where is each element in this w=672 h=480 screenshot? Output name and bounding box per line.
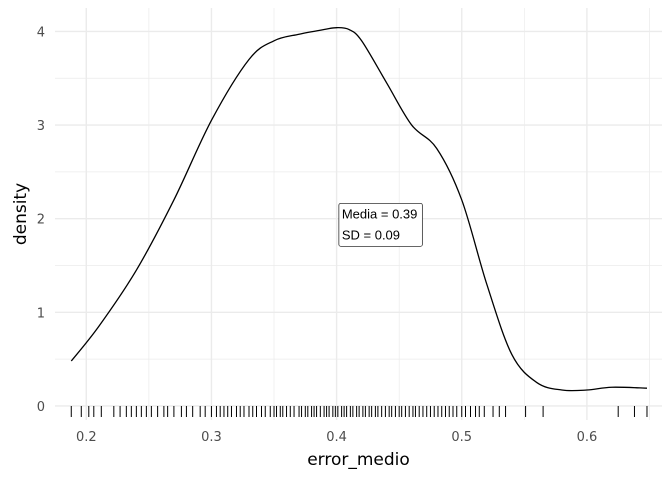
y-tick-label: 3 — [37, 119, 45, 134]
density-curve — [70, 26, 647, 392]
y-tick-label: 2 — [37, 213, 45, 228]
annotation-box — [338, 202, 423, 247]
y-axis-tick-labels: 0 1 2 3 4 — [37, 25, 45, 415]
x-tick-label: 0.2 — [76, 430, 97, 445]
minor-gridlines — [55, 8, 662, 420]
x-tick-label: 0.6 — [577, 430, 598, 445]
annotation-mean-label: Media = 0.39 — [342, 206, 418, 221]
y-tick-label: 4 — [37, 25, 45, 40]
y-tick-label: 1 — [37, 306, 45, 321]
y-axis-title: density — [11, 183, 31, 245]
annotation-sd-label: SD = 0.09 — [342, 227, 400, 242]
y-tick-label: 0 — [37, 400, 45, 415]
x-tick-label: 0.5 — [451, 430, 472, 445]
x-tick-label: 0.3 — [201, 430, 222, 445]
stats-annotation: Media = 0.39 SD = 0.09 — [338, 202, 423, 247]
x-tick-label: 0.4 — [326, 430, 347, 445]
rug-marks — [70, 406, 648, 417]
x-axis-tick-labels: 0.2 0.3 0.4 0.5 0.6 — [76, 430, 597, 445]
x-axis-title: error_medio — [307, 450, 410, 470]
